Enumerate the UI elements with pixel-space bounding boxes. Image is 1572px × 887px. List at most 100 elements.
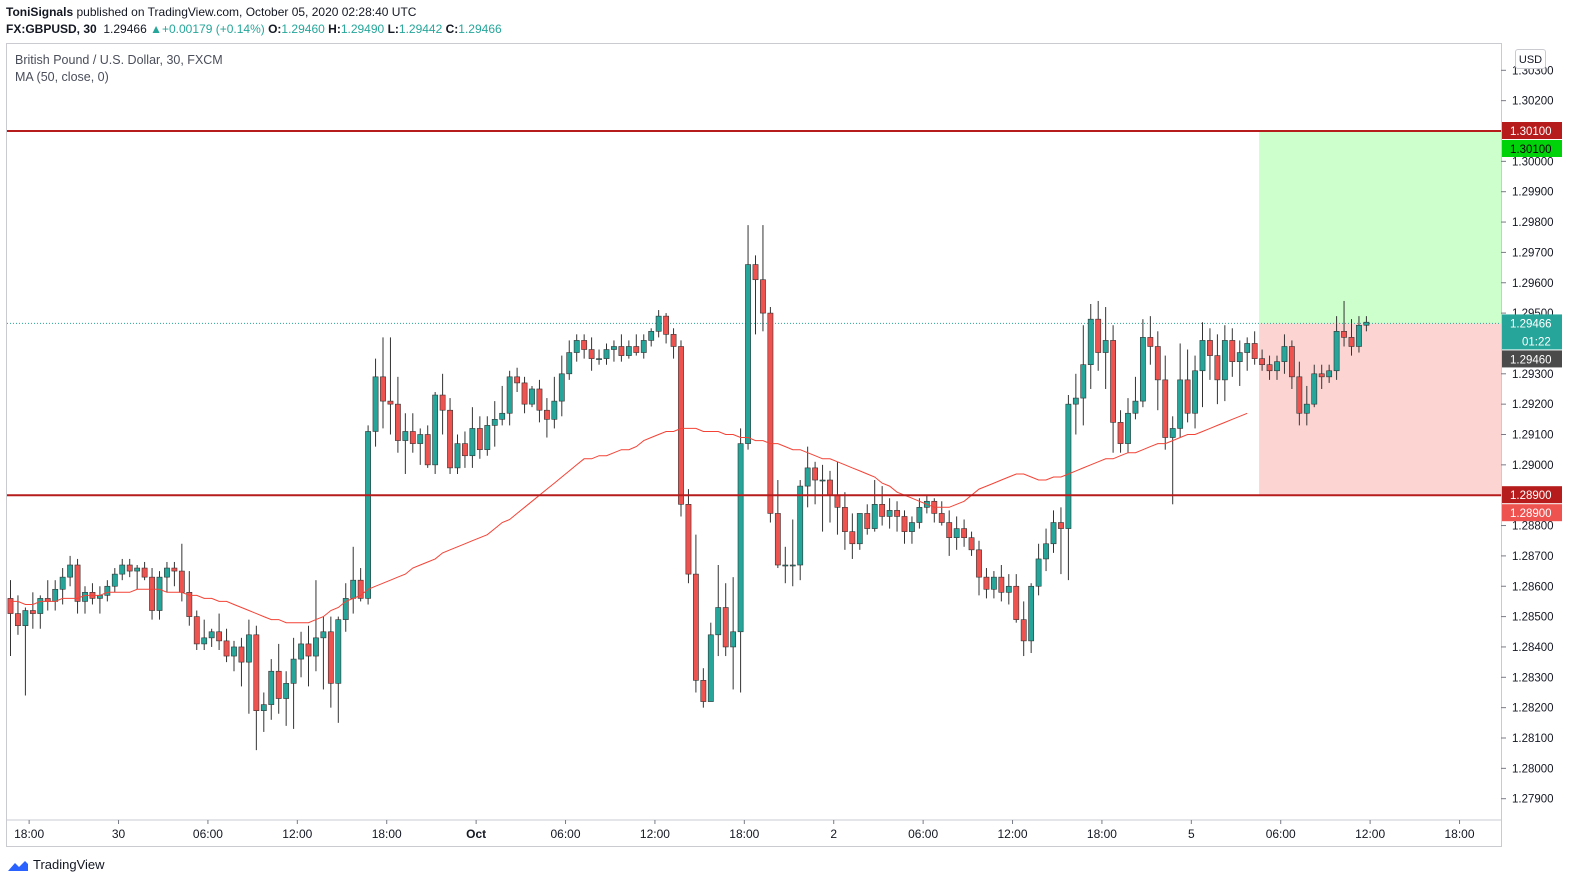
candle-body[interactable]: [29, 610, 36, 614]
candle-body[interactable]: [1013, 585, 1020, 620]
candle-body[interactable]: [1132, 400, 1139, 414]
candle-body[interactable]: [111, 573, 118, 587]
candle-body[interactable]: [1095, 318, 1102, 353]
candle-body[interactable]: [752, 264, 759, 281]
candle-body[interactable]: [1296, 376, 1303, 414]
candle-body[interactable]: [1020, 619, 1027, 642]
candle-body[interactable]: [1043, 543, 1049, 560]
candle-body[interactable]: [812, 467, 818, 481]
candle-body[interactable]: [335, 619, 342, 684]
candle-body[interactable]: [156, 576, 163, 611]
candle-body[interactable]: [1072, 397, 1079, 405]
candle-body[interactable]: [782, 564, 789, 567]
candle-body[interactable]: [894, 510, 900, 517]
candle-body[interactable]: [819, 479, 826, 482]
candle-body[interactable]: [1356, 324, 1362, 347]
candle-body[interactable]: [275, 670, 282, 699]
candle-body[interactable]: [1125, 412, 1131, 444]
candle-body[interactable]: [432, 394, 439, 466]
candle-body[interactable]: [685, 504, 692, 575]
candle-body[interactable]: [1147, 337, 1154, 347]
candle-body[interactable]: [581, 340, 588, 350]
candle-body[interactable]: [1236, 352, 1243, 362]
candle-body[interactable]: [469, 428, 476, 457]
candle-body[interactable]: [648, 331, 655, 341]
candle-body[interactable]: [909, 522, 915, 532]
candle-body[interactable]: [998, 576, 1005, 593]
candle-body[interactable]: [171, 567, 178, 572]
candle-body[interactable]: [1333, 331, 1340, 372]
candle-body[interactable]: [953, 528, 960, 538]
candle-body[interactable]: [67, 564, 73, 578]
candle-body[interactable]: [1192, 370, 1198, 414]
candle-body[interactable]: [59, 576, 66, 590]
candle-body[interactable]: [417, 434, 424, 444]
candle-body[interactable]: [856, 513, 863, 545]
candle-body[interactable]: [551, 400, 558, 420]
candle-body[interactable]: [797, 485, 804, 566]
candle-body[interactable]: [149, 576, 155, 611]
candle-body[interactable]: [618, 346, 625, 356]
candle-body[interactable]: [246, 634, 252, 663]
candle-body[interactable]: [15, 613, 21, 627]
candle-body[interactable]: [74, 564, 81, 602]
candle-body[interactable]: [283, 683, 290, 699]
moving-average-line[interactable]: [10, 412, 1248, 624]
candle-body[interactable]: [1065, 403, 1072, 529]
candle-body[interactable]: [52, 588, 59, 602]
candle-body[interactable]: [655, 315, 662, 332]
candle-body[interactable]: [424, 434, 431, 466]
candle-body[interactable]: [841, 507, 848, 532]
candle-body[interactable]: [968, 537, 975, 551]
candle-body[interactable]: [499, 412, 506, 420]
candle-body[interactable]: [1221, 340, 1228, 381]
candle-body[interactable]: [186, 592, 193, 617]
ma-legend[interactable]: MA (50, close, 0): [15, 70, 109, 84]
candle-body[interactable]: [864, 513, 871, 529]
target-zone[interactable]: [1259, 131, 1501, 324]
candle-body[interactable]: [1005, 585, 1012, 593]
candle-body[interactable]: [1259, 358, 1265, 365]
candle-body[interactable]: [298, 643, 304, 660]
candle-body[interactable]: [1177, 379, 1184, 429]
candle-body[interactable]: [1184, 379, 1191, 414]
candle-body[interactable]: [439, 394, 446, 411]
candle-body[interactable]: [1140, 337, 1146, 402]
candle-body[interactable]: [394, 403, 401, 441]
candle-body[interactable]: [350, 579, 357, 599]
candle-body[interactable]: [476, 428, 483, 450]
candle-body[interactable]: [1050, 522, 1057, 545]
candle-body[interactable]: [715, 607, 722, 636]
candle-body[interactable]: [447, 409, 453, 469]
candle-body[interactable]: [827, 479, 833, 496]
candle-body[interactable]: [491, 419, 498, 426]
candle-body[interactable]: [134, 567, 141, 572]
candle-body[interactable]: [849, 531, 856, 545]
candle-body[interactable]: [760, 279, 766, 314]
candle-body[interactable]: [1117, 422, 1124, 444]
candle-body[interactable]: [22, 610, 29, 627]
author-name[interactable]: ToniSignals: [6, 5, 74, 19]
candle-body[interactable]: [625, 346, 632, 356]
candle-body[interactable]: [290, 658, 297, 684]
candle-body[interactable]: [238, 646, 245, 663]
candle-body[interactable]: [767, 312, 774, 514]
candle-body[interactable]: [380, 376, 386, 402]
candle-body[interactable]: [514, 376, 520, 384]
candle-body[interactable]: [946, 522, 953, 538]
candle-body[interactable]: [1348, 337, 1355, 347]
candle-body[interactable]: [983, 576, 990, 590]
candle-body[interactable]: [901, 516, 908, 532]
candle-body[interactable]: [1363, 321, 1370, 326]
candle-body[interactable]: [834, 494, 841, 508]
candle-body[interactable]: [216, 631, 222, 642]
candle-body[interactable]: [1318, 373, 1325, 378]
candle-body[interactable]: [1229, 340, 1236, 362]
candle-body[interactable]: [193, 616, 200, 645]
candle-body[interactable]: [1303, 403, 1310, 414]
candle-body[interactable]: [372, 376, 379, 432]
candle-body[interactable]: [976, 549, 982, 578]
currency-button[interactable]: USD: [1515, 49, 1546, 69]
candle-body[interactable]: [596, 358, 602, 360]
candle-body[interactable]: [462, 443, 468, 457]
